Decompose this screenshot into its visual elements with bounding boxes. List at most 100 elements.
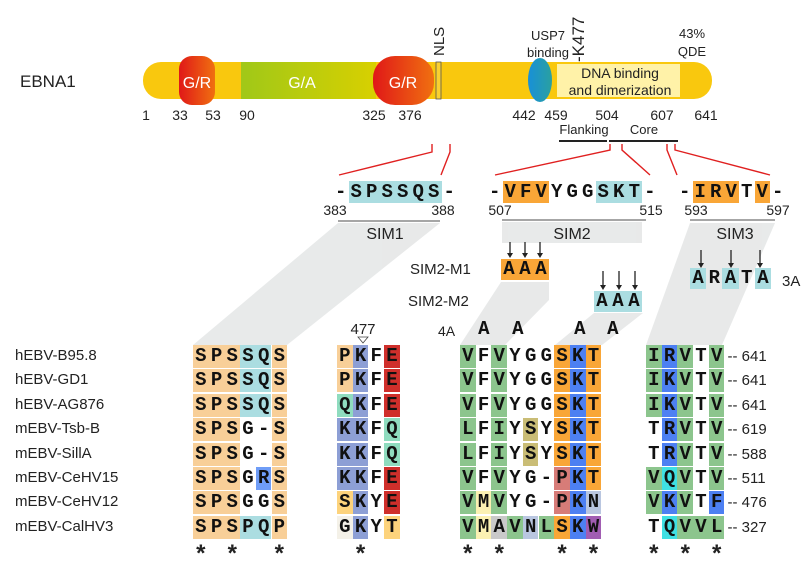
alignment-sequence-block-3-highlight	[475, 491, 492, 515]
alignment-sequence-block-4-highlight	[693, 515, 709, 539]
alignment-sequence-block-3-highlight	[522, 418, 539, 442]
alignment-sequence-block-3-highlight	[491, 345, 508, 368]
alignment-sequence-block-3-highlight	[585, 491, 602, 515]
alignment-sequence-block-4-highlight	[677, 491, 694, 515]
alignment-sequence-block-1-highlight	[208, 418, 225, 442]
gr-domain-1	[179, 56, 215, 105]
sim2-m2-sequence-highlight	[594, 291, 610, 312]
sim1-sequence-highlight	[348, 181, 364, 203]
sim2-band	[502, 222, 642, 243]
sequence-length: -- 511	[727, 470, 766, 487]
alignment-sequence-block-4-highlight	[661, 491, 678, 515]
sim2-label: SIM2	[553, 226, 590, 243]
connector-bands	[193, 222, 775, 345]
alignment-sequence-block-3-highlight	[585, 515, 602, 539]
alignment-sequence-block-2-highlight	[384, 369, 400, 393]
sequence-length: -- 641	[727, 372, 767, 390]
usp7-label-1: USP7	[531, 28, 565, 43]
4a-label: 4A	[438, 323, 456, 339]
gr-label-1: G/R	[183, 75, 211, 92]
alignment-sequence-block-3-highlight	[491, 369, 508, 393]
sim3-3a-sequence-highlight	[722, 268, 739, 289]
alignment-sequence-block-2: QKFE	[339, 393, 402, 416]
alignment-sequence-block-4-highlight	[646, 467, 662, 490]
alignment-sequence-block-1-highlight	[208, 345, 225, 368]
alignment-sequence-block-1-highlight	[193, 418, 209, 442]
sim3-3a-sequence-highlight	[754, 268, 771, 289]
k477-label: -K477	[569, 17, 588, 62]
sim3-3a-sequence-highlight	[690, 268, 707, 289]
alignment-sequence-block-2-highlight	[352, 491, 369, 515]
alignment-sequence-block-4-highlight	[708, 467, 725, 490]
sim3-sequence-highlight	[723, 181, 739, 203]
alignment-sequence-block-1-highlight	[271, 393, 288, 417]
alignment-sequence-block-4-highlight	[661, 442, 678, 466]
alignment-sequence-block-3-highlight	[585, 369, 602, 393]
sim3-end: 597	[766, 202, 790, 218]
sequence-length: -- 476	[727, 494, 767, 512]
m1-band	[460, 282, 549, 345]
alignment-sequence-block-3-highlight	[460, 418, 476, 442]
alignment-sequence-block-2-highlight	[337, 467, 353, 490]
alignment-sequence-block-3-highlight	[554, 345, 570, 368]
alignment-sequence-block-3-highlight	[475, 515, 492, 539]
sim1-start: 383	[323, 202, 347, 218]
alignment-sequence-block-2-highlight	[337, 345, 353, 368]
alignment-sequence-block-1-highlight	[224, 491, 241, 515]
alignment-sequence-block-3: VFVYGGSKT	[462, 393, 604, 416]
alignment-sequence-block-3-highlight	[585, 442, 602, 466]
sim2-start: 507	[488, 202, 512, 218]
position-325: 325	[362, 107, 386, 123]
core-label: Core	[630, 122, 658, 137]
protein-name: EBNA1	[20, 72, 76, 91]
alignment-sequence-block-1-highlight	[224, 442, 241, 466]
alignment-sequence-block-1: SPSG-S	[195, 418, 290, 441]
sequence-length: -- 641	[727, 396, 767, 414]
alignment-sequence-block-2-highlight	[337, 418, 353, 442]
m1-label: SIM2-M1	[410, 261, 471, 278]
qde-label-1: 43%	[679, 26, 705, 41]
conserved-star: *	[711, 540, 722, 567]
alignment-sequence-block-3-highlight	[507, 515, 523, 539]
alignment-sequence-block-2-highlight	[384, 467, 400, 490]
alignment-sequence-block-3: VFVYGGSKT	[462, 345, 604, 367]
alignment-sequence-block-1-highlight	[193, 491, 209, 515]
conserved-star: *	[557, 540, 567, 567]
species-label: hEBV-B95.8	[15, 347, 97, 364]
alignment-sequence-block-4-highlight	[677, 442, 694, 466]
alignment-sequence-block-2-highlight	[337, 491, 353, 515]
sim3-sequence-highlight	[708, 181, 724, 203]
alignment-sequence-block-1-highlight	[255, 345, 272, 368]
alignment-sequence-block-4-highlight	[661, 393, 678, 417]
sim1-sequence-highlight	[395, 181, 411, 203]
position-376: 376	[398, 107, 422, 123]
4a-residue: A	[607, 318, 619, 340]
alignment-sequence-block-1: SPSGGS	[195, 491, 290, 514]
ga-label: G/A	[288, 75, 316, 92]
alignment-sequence-block-2-highlight	[337, 515, 353, 539]
alignment-sequence-block-1-highlight	[208, 393, 225, 417]
conserved-star: *	[494, 540, 504, 567]
alignment-sequence-block-1-highlight	[193, 393, 209, 417]
alignment-sequence-block-1: SPSPQP	[195, 515, 290, 538]
alignment-sequence-block-1-highlight	[208, 442, 225, 466]
alignment-sequence-block-2: KKFQ	[339, 418, 402, 441]
species-label: mEBV-SillA	[15, 444, 92, 462]
alignment-sequence-block-4: VQVTV	[648, 467, 727, 489]
alignment-sequence-block-2-highlight	[352, 369, 369, 393]
alignment-sequence-block-1-highlight	[255, 369, 272, 393]
alignment-sequence-block-4: VKVTF	[648, 491, 727, 514]
alignment-sequence-block-4-highlight	[677, 418, 694, 442]
species-label: hEBV-GD1	[15, 371, 89, 389]
sim2-m1-sequence-highlight	[517, 259, 533, 280]
position-459: 459	[544, 107, 568, 123]
alignment-sequence-block-3-highlight	[491, 491, 508, 515]
position-442: 442	[512, 107, 536, 123]
alignment-sequence-block-4-highlight	[677, 369, 694, 393]
alignment-sequence-block-2-highlight	[352, 418, 369, 442]
site-477: 477	[350, 321, 375, 338]
conserved-star: *	[463, 540, 473, 567]
conserved-star: *	[227, 540, 237, 567]
alignment-sequence-block-3-highlight	[554, 491, 570, 515]
